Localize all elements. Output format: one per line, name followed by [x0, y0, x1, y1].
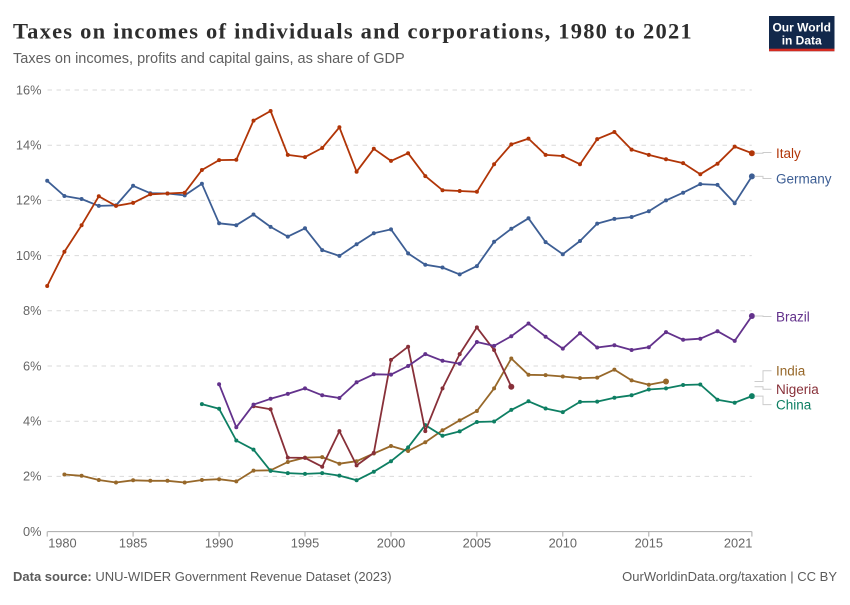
svg-text:8%: 8%: [23, 303, 42, 318]
svg-text:Taxes on incomes of individual: Taxes on incomes of individuals and corp…: [13, 18, 693, 43]
svg-text:OurWorldinData.org/taxation |: OurWorldinData.org/taxation | CC BY: [622, 569, 837, 584]
svg-text:1985: 1985: [119, 535, 147, 550]
svg-text:1995: 1995: [291, 535, 319, 550]
svg-text:0%: 0%: [23, 524, 42, 539]
svg-text:2%: 2%: [23, 469, 42, 484]
svg-text:Nigeria: Nigeria: [776, 382, 819, 397]
svg-text:14%: 14%: [16, 138, 42, 153]
svg-text:4%: 4%: [23, 414, 42, 429]
svg-text:2021: 2021: [724, 535, 752, 550]
svg-text:Italy: Italy: [776, 146, 801, 161]
svg-text:2015: 2015: [635, 535, 663, 550]
svg-text:Our World: Our World: [772, 21, 830, 35]
svg-text:China: China: [776, 397, 812, 412]
svg-text:12%: 12%: [16, 193, 42, 208]
svg-text:10%: 10%: [16, 248, 42, 263]
svg-text:Data source: UNU-WIDER Governm: Data source: UNU-WIDER Government Revenu…: [13, 569, 392, 584]
svg-text:6%: 6%: [23, 358, 42, 373]
svg-text:in Data: in Data: [782, 34, 822, 48]
svg-text:India: India: [776, 364, 806, 379]
svg-text:2005: 2005: [463, 535, 491, 550]
svg-text:1990: 1990: [205, 535, 233, 550]
svg-text:2010: 2010: [549, 535, 577, 550]
svg-text:Brazil: Brazil: [776, 309, 810, 324]
svg-text:Germany: Germany: [776, 171, 832, 186]
svg-text:1980: 1980: [48, 535, 76, 550]
svg-text:16%: 16%: [16, 82, 42, 97]
svg-text:Taxes on incomes, profits and: Taxes on incomes, profits and capital ga…: [13, 51, 405, 67]
svg-text:2000: 2000: [377, 535, 405, 550]
